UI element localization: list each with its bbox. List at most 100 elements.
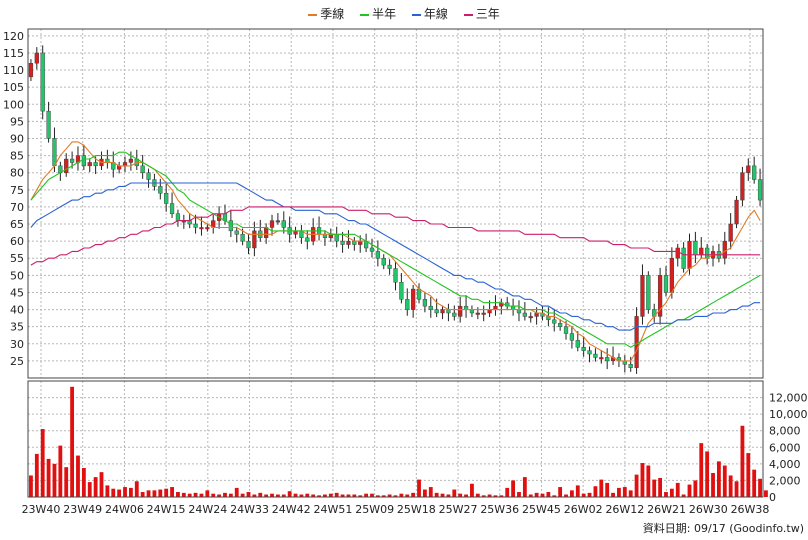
volume-bar (364, 493, 369, 497)
candle-body (728, 223, 733, 242)
candle-body (193, 223, 198, 228)
price-grid (28, 29, 763, 378)
volume-bar (575, 485, 580, 497)
x-tick-label: 24W51 (314, 503, 353, 516)
volume-bar (422, 489, 427, 497)
candle-body (199, 227, 204, 230)
x-axis-ticks: 23W40 23W49 24W06 24W15 24W24 24W33 24W42 24W51… (22, 503, 770, 516)
data-source-label: 資料日期: 09/17 (Goodinfo.tw) (642, 522, 804, 535)
volume-bar (211, 493, 216, 497)
volume-tick-label: 4,000 (769, 458, 801, 471)
candle-body (269, 220, 275, 228)
volume-bar (275, 494, 280, 497)
candle-body (234, 230, 239, 235)
volume-bar (111, 488, 116, 497)
price-tick-label: 60 (10, 235, 24, 248)
x-tick-label: 25W27 (439, 503, 478, 516)
legend-swatch-year (411, 13, 421, 16)
legend-item-3yr: 三年 (463, 5, 500, 22)
candle-body (581, 347, 586, 351)
legend-label-half: 半年 (372, 7, 397, 21)
candle-body (205, 227, 210, 230)
volume-bar (646, 465, 651, 497)
candle-body (587, 350, 592, 355)
volume-bar (493, 495, 498, 497)
ma-year-line (30, 182, 761, 331)
candle-body (752, 165, 757, 180)
volume-bar (140, 492, 145, 497)
volume-bar (134, 481, 139, 497)
x-tick-label: 24W42 (272, 503, 311, 516)
candle-body (563, 326, 569, 334)
volume-axis-ticks: 0 2,000 4,000 6,000 8,000 10,000 12,000 (769, 392, 808, 504)
price-tick-label: 40 (10, 304, 24, 317)
x-tick-label: 26W12 (605, 503, 644, 516)
volume-bar (634, 474, 639, 497)
volume-bar (569, 490, 574, 497)
candle-body (169, 203, 175, 214)
volume-bar (246, 492, 251, 497)
candle-body (305, 237, 310, 242)
volume-bar (452, 489, 457, 497)
volume-bar (340, 494, 345, 497)
price-tick-label: 85 (10, 150, 24, 163)
price-tick-label: 25 (10, 355, 24, 368)
volume-bar (528, 494, 533, 497)
volume-bar (240, 493, 245, 497)
volume-bar (764, 490, 768, 497)
volume-bar (675, 482, 680, 497)
candle-body (399, 281, 404, 300)
volume-bar (599, 479, 604, 497)
candle-body (140, 165, 145, 173)
volume-bar (611, 492, 615, 497)
volume-bar (76, 455, 80, 497)
x-tick-label: 26W38 (731, 503, 770, 516)
candle-body (358, 240, 363, 245)
volume-bar (687, 484, 692, 497)
volume-bar (658, 477, 663, 497)
candle-body (575, 340, 580, 348)
price-tick-label: 70 (10, 201, 24, 214)
volume-bar (128, 487, 133, 497)
candle-body (87, 162, 92, 167)
price-tick-label: 115 (3, 47, 24, 60)
volume-tick-label: 8,000 (769, 425, 801, 438)
volume-bar (622, 487, 627, 497)
volume-bar (752, 469, 757, 497)
volume-bar (446, 494, 451, 497)
volume-bar (475, 493, 480, 497)
volume-bar (93, 477, 98, 497)
ma-quarter-line (30, 141, 761, 362)
price-axis-ticks: 25 30 35 40 45 50 55 60 65 70 75 80 85 90 95 100 105 110 1… (3, 30, 24, 368)
x-tick-label: 25W45 (522, 503, 561, 516)
volume-bar (681, 494, 686, 497)
volume-bar (176, 492, 180, 497)
volume-bar (46, 458, 51, 497)
candle-body (705, 247, 710, 259)
volume-bar (164, 488, 169, 497)
volume-bar (540, 493, 545, 497)
candle-body (46, 110, 51, 139)
volume-bar (722, 465, 727, 497)
candle-body (669, 258, 674, 293)
volume-tick-label: 6,000 (769, 441, 801, 454)
candle-body (405, 299, 410, 310)
candle-body (475, 312, 480, 315)
volume-bar (628, 490, 633, 497)
volume-bar (458, 493, 463, 497)
volume-bar (223, 492, 227, 497)
volume-bar (440, 493, 445, 497)
candle-body (175, 213, 181, 221)
price-tick-label: 110 (3, 64, 24, 77)
candle-body (663, 275, 669, 293)
candle-body (28, 63, 34, 78)
candle-body (393, 268, 398, 283)
legend-label-3yr: 三年 (475, 7, 500, 21)
x-tick-label: 26W21 (647, 503, 686, 516)
volume-tick-label: 0 (769, 491, 776, 504)
candle-body (699, 247, 704, 256)
volume-bar (470, 483, 474, 497)
volume-bar (405, 494, 410, 497)
candle-body (122, 162, 128, 167)
volume-bar (117, 489, 122, 497)
